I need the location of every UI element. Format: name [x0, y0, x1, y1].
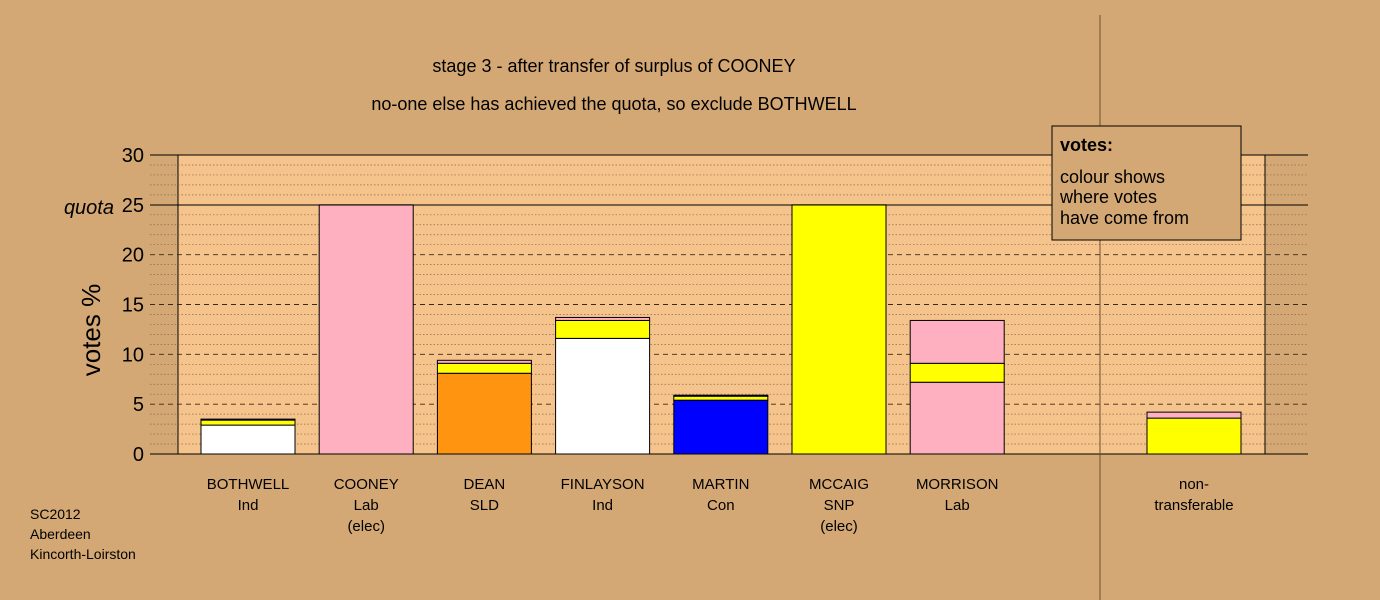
legend-line-1: colour shows — [1060, 167, 1165, 187]
bars — [200, 204, 1242, 455]
bar-dean-segment — [436, 372, 532, 455]
bar-mccaig-label: (elec) — [820, 518, 858, 535]
bar-martin-segment — [673, 399, 769, 455]
bar-finlayson-segment — [555, 316, 651, 321]
bar-non-transferable-segment — [1146, 411, 1242, 419]
bar-non-transferable-label: transferable — [1154, 497, 1233, 514]
bar-bothwell-label: BOTHWELL — [207, 476, 290, 493]
bar-morrison-segment — [909, 319, 1005, 364]
bar-martin-segment — [673, 395, 769, 401]
bar-morrison-segment — [909, 381, 1005, 455]
footer: SC2012 Aberdeen Kincorth-Loirston — [30, 506, 136, 562]
bar-finlayson-segment — [555, 319, 651, 339]
bar-dean-label: SLD — [470, 497, 499, 514]
y-tick-label: 10 — [122, 344, 144, 366]
bar-martin-label: MARTIN — [692, 476, 749, 493]
footer-line-2: Aberdeen — [30, 526, 91, 542]
bar-dean-label: DEAN — [464, 476, 506, 493]
bar-cooney-label: Lab — [354, 497, 379, 514]
bar-bothwell-label: Ind — [238, 497, 259, 514]
bar-mccaig-label: SNP — [824, 497, 855, 514]
bar-finlayson-segment — [555, 337, 651, 455]
bar-mccaig-label: MCCAIG — [809, 476, 869, 493]
y-tick-label: 5 — [133, 394, 144, 416]
bar-martin-segment — [673, 394, 769, 397]
quota-label: quota — [64, 197, 114, 219]
y-tick-label: 25 — [122, 195, 144, 217]
bar-cooney — [318, 204, 414, 455]
bar-cooney-label: COONEY — [334, 476, 399, 493]
bar-finlayson-label: FINLAYSON — [561, 476, 645, 493]
bar-finlayson — [555, 316, 651, 455]
bar-dean-segment — [436, 362, 532, 374]
bar-cooney-segment — [318, 204, 414, 455]
bar-bothwell-segment — [200, 419, 296, 426]
chart-title: stage 3 - after transfer of surplus of C… — [432, 56, 795, 76]
bar-morrison — [909, 319, 1005, 455]
x-labels: BOTHWELL Ind COONEY Lab (elec) DEAN SLD FINLAYS… — [207, 476, 1234, 535]
bar-martin-label: Con — [707, 497, 735, 514]
footer-line-1: SC2012 — [30, 506, 81, 522]
bar-finlayson-label: Ind — [592, 497, 613, 514]
bar-morrison-label: Lab — [945, 497, 970, 514]
y-axis-label: votes % — [76, 284, 106, 377]
bar-non-transferable-label: non- — [1179, 476, 1209, 493]
footer-line-3: Kincorth-Loirston — [30, 546, 136, 562]
bar-bothwell-segment — [200, 424, 296, 455]
y-tick-label: 15 — [122, 295, 144, 317]
y-ticks: 0 5 10 15 20 25 30 — [122, 145, 144, 466]
bar-cooney-label: (elec) — [347, 518, 385, 535]
y-tick-label: 0 — [133, 444, 144, 466]
legend-line-3: have come from — [1060, 208, 1189, 228]
bar-morrison-segment — [909, 362, 1005, 383]
legend-box — [1051, 125, 1242, 241]
chart-subtitle: no-one else has achieved the quota, so e… — [371, 94, 856, 114]
legend-title: votes: — [1060, 135, 1113, 155]
y-tick-label: 30 — [122, 145, 144, 167]
bar-mccaig-segment — [791, 204, 887, 455]
y-tick-label: 20 — [122, 245, 144, 267]
bar-martin — [673, 394, 769, 455]
bar-bothwell-segment — [200, 418, 296, 421]
bar-dean — [436, 359, 532, 455]
legend: votes: colour shows where votes have com… — [1051, 125, 1242, 241]
legend-line-2: where votes — [1059, 187, 1157, 207]
bar-mccaig — [791, 204, 887, 455]
bar-morrison-label: MORRISON — [916, 476, 999, 493]
bar-non-transferable — [1146, 411, 1242, 455]
bar-bothwell — [200, 418, 296, 455]
bar-dean-segment — [436, 359, 532, 364]
bar-non-transferable-segment — [1146, 417, 1242, 455]
